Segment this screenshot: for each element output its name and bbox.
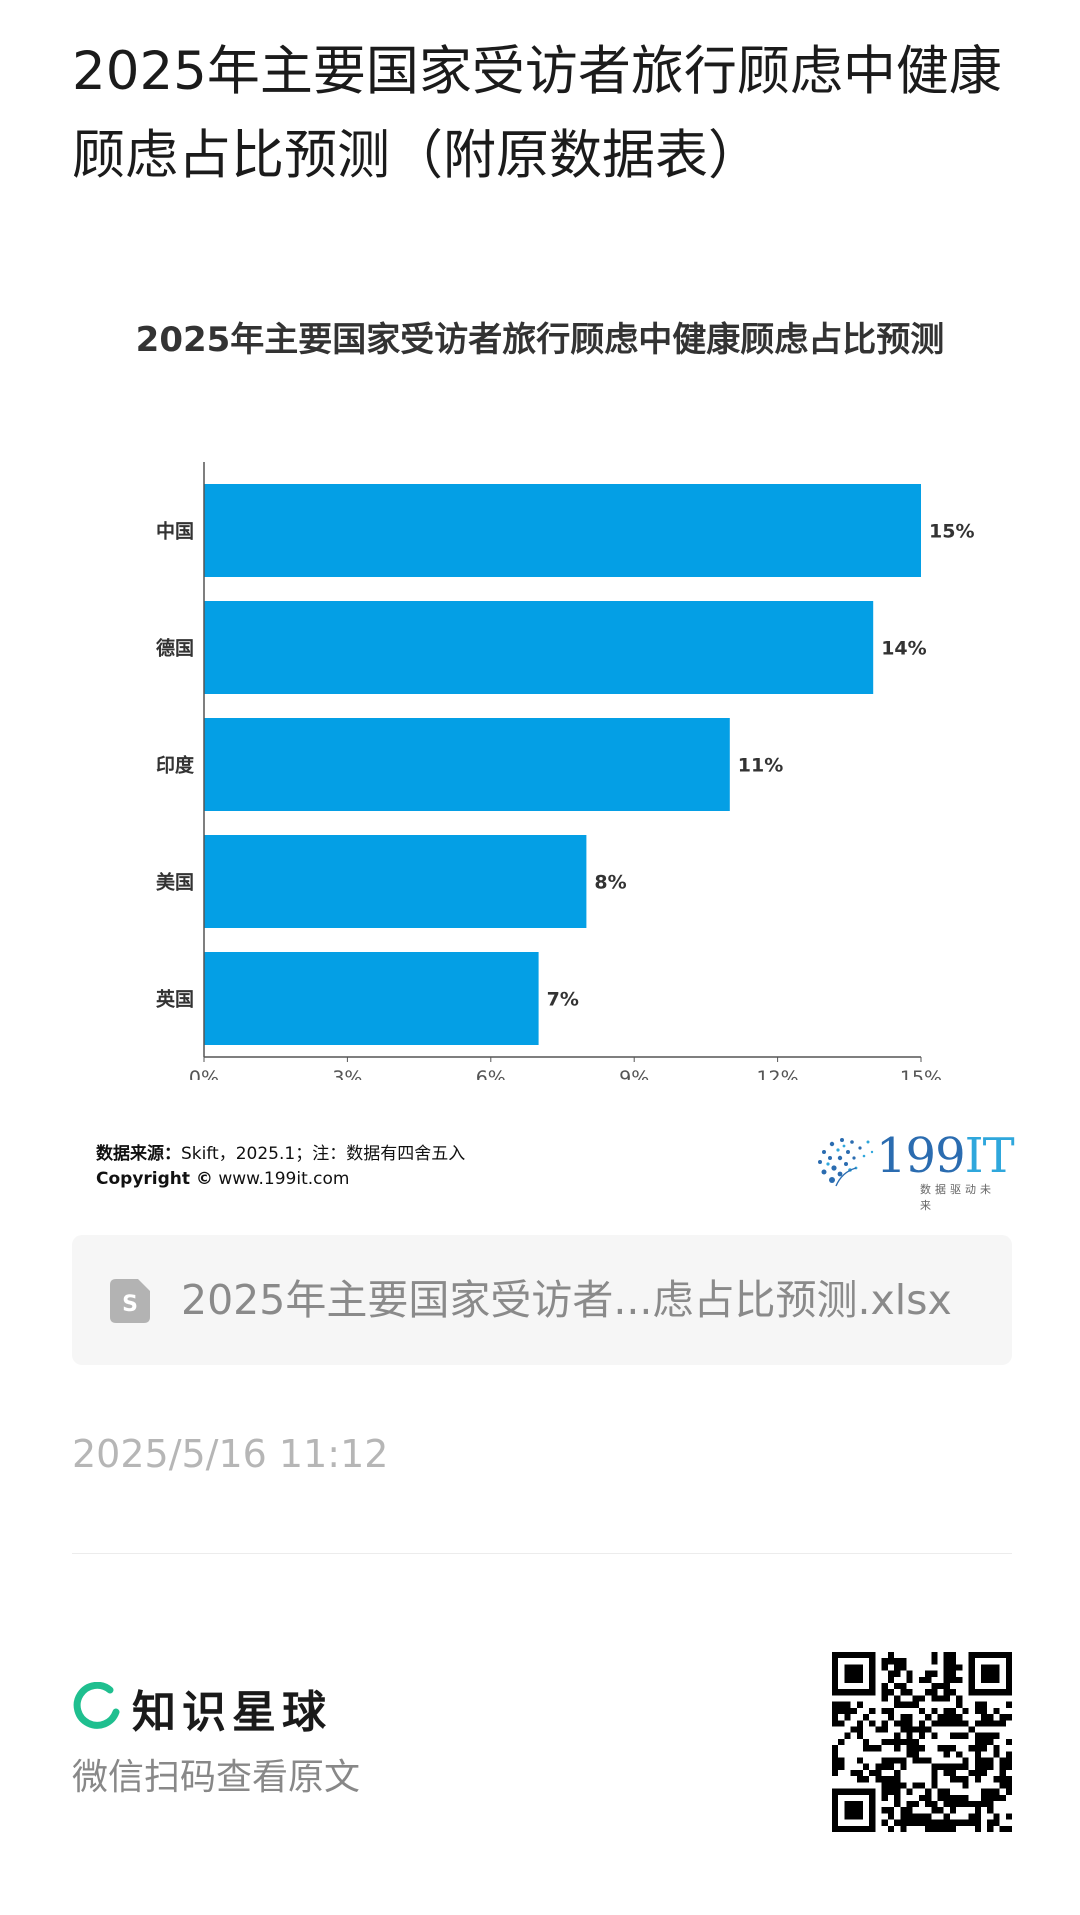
- source-label: 数据来源：: [96, 1144, 181, 1164]
- value-label-0: 15%: [929, 521, 974, 543]
- bar-0: [204, 484, 921, 577]
- brand-199it-text: 199IT: [876, 1128, 1015, 1184]
- attachment-card[interactable]: S 2025年主要国家受访者...虑占比预测.xlsx: [72, 1235, 1012, 1365]
- brand-slogan: 数据驱动未来: [920, 1183, 995, 1212]
- category-label-3: 美国: [156, 871, 194, 894]
- category-label-2: 印度: [156, 754, 195, 777]
- x-tick-label-4: 12%: [756, 1067, 798, 1080]
- bar-3: [204, 835, 587, 928]
- bar-1: [204, 601, 874, 694]
- x-tick-label-2: 6%: [476, 1067, 506, 1080]
- svg-text:S: S: [122, 1292, 138, 1317]
- source-text: Skift，2025.1；注：数据有四舍五入: [181, 1144, 466, 1164]
- category-label-1: 德国: [156, 637, 194, 660]
- x-tick-label-5: 15%: [900, 1067, 942, 1080]
- copyright: Copyright © www.199it.com: [96, 1169, 349, 1189]
- value-label-3: 8%: [594, 872, 626, 894]
- spreadsheet-file-icon: S: [110, 1279, 150, 1323]
- bar-2: [204, 718, 730, 811]
- bar-4: [204, 952, 539, 1045]
- x-tick-label-1: 3%: [332, 1067, 362, 1080]
- dandelion-icon: [818, 1138, 874, 1187]
- value-label-4: 7%: [547, 989, 579, 1011]
- category-label-4: 英国: [156, 988, 194, 1011]
- bar-chart: 中国 15% 德国 14% 印度 11% 美国 8% 英国 7% 0% 3% 6% 9% 12% 15%: [156, 462, 974, 1080]
- data-source: 数据来源：Skift，2025.1；注：数据有四舍五入: [96, 1139, 465, 1164]
- copyright-url: www.199it.com: [212, 1169, 350, 1189]
- category-label-0: 中国: [156, 520, 194, 543]
- qr-code-icon[interactable]: [832, 1652, 1012, 1832]
- brand-199it-logo: 199IT 数据驱动未来: [810, 1128, 1015, 1212]
- x-tick-label-3: 9%: [619, 1067, 649, 1080]
- publish-timestamp: 2025/5/16 11:12: [72, 1432, 389, 1476]
- zsxq-brand-name: 知识星球: [132, 1687, 332, 1738]
- value-label-2: 11%: [738, 755, 783, 777]
- scan-hint: 微信扫码查看原文: [72, 1757, 361, 1798]
- value-label-1: 14%: [881, 638, 926, 660]
- attachment-file-name: 2025年主要国家受访者...虑占比预测.xlsx: [181, 1276, 952, 1324]
- divider: [72, 1553, 1012, 1554]
- x-tick-label-0: 0%: [189, 1067, 219, 1080]
- page-title: 2025年主要国家受访者旅行顾虑中健康顾虑占比预测（附原数据表）: [72, 41, 1002, 186]
- copyright-label: Copyright ©: [96, 1169, 213, 1189]
- chart-title: 2025年主要国家受访者旅行顾虑中健康顾虑占比预测: [135, 320, 945, 360]
- zsxq-ring-logo-icon: [73, 1682, 120, 1729]
